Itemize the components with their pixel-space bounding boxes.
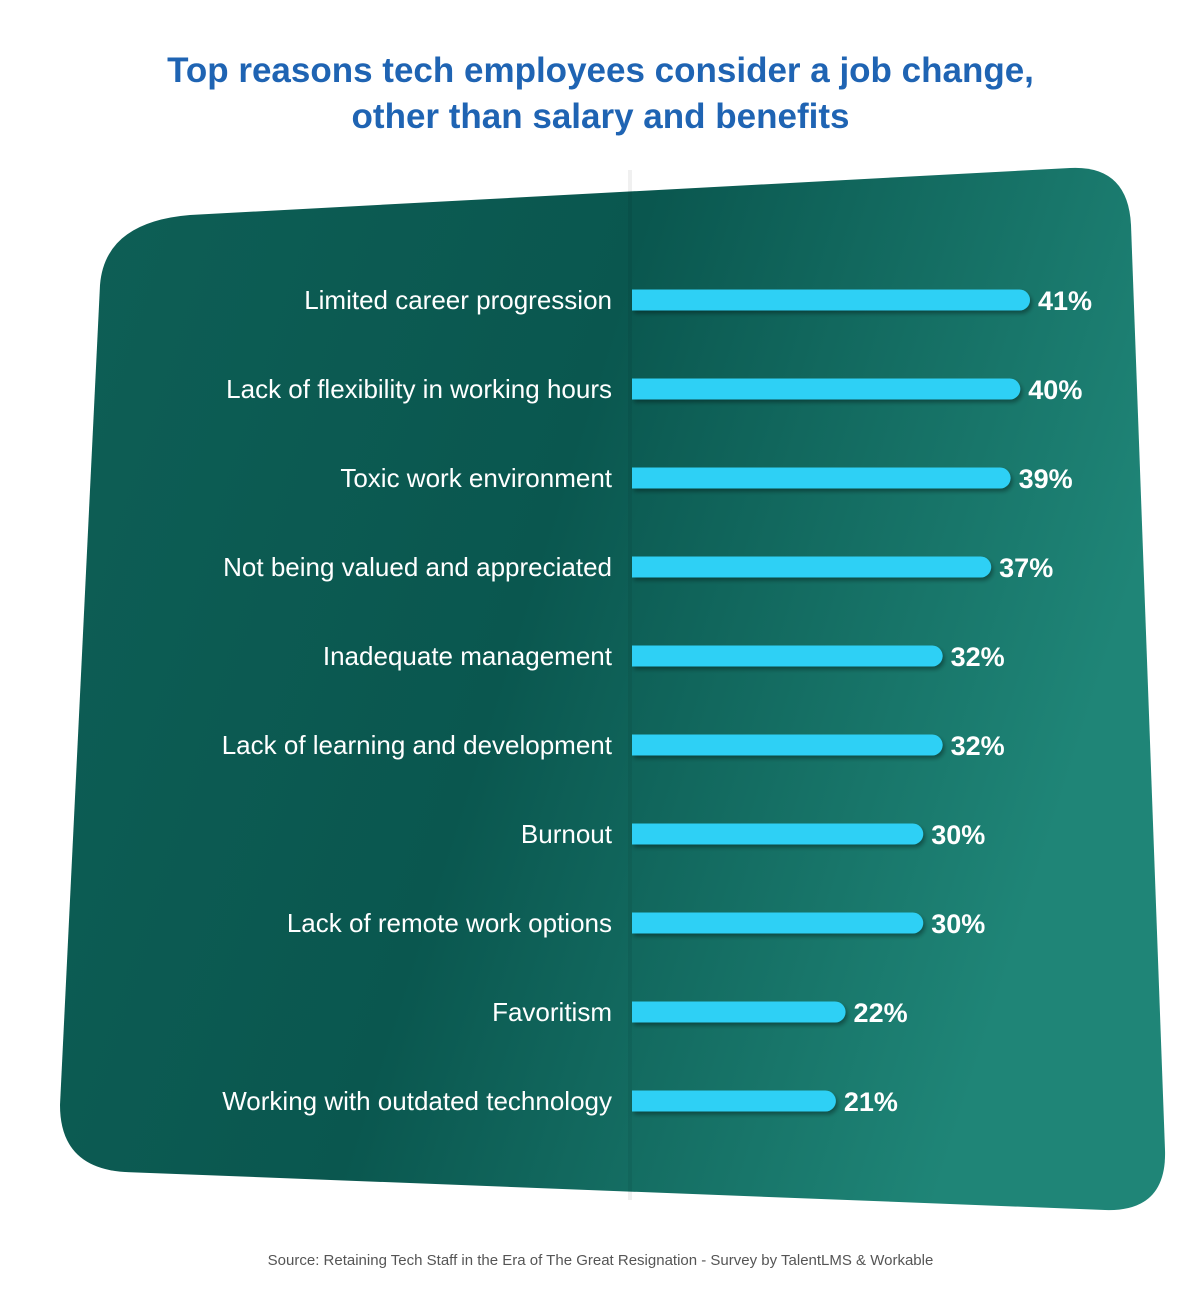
category-label: Burnout — [521, 819, 613, 849]
category-label: Not being valued and appreciated — [223, 552, 612, 582]
category-label: Favoritism — [492, 997, 612, 1027]
chart-title-line-2: other than salary and benefits — [351, 97, 850, 136]
axis-divider — [628, 170, 632, 1200]
category-label: Lack of flexibility in working hours — [226, 374, 612, 404]
value-label: 22% — [854, 998, 908, 1028]
bar — [632, 289, 1030, 311]
category-label: Toxic work environment — [340, 463, 612, 493]
bar — [632, 467, 1011, 489]
bar — [632, 556, 992, 578]
category-label: Inadequate management — [323, 641, 613, 671]
bar — [632, 912, 924, 934]
value-label: 32% — [951, 731, 1005, 761]
value-label: 32% — [951, 642, 1005, 672]
bar — [632, 645, 943, 667]
value-label: 21% — [844, 1087, 898, 1117]
bar — [632, 378, 1021, 400]
chart-title-line-1: Top reasons tech employees consider a jo… — [167, 51, 1034, 90]
value-label: 30% — [931, 820, 985, 850]
value-label: 30% — [931, 909, 985, 939]
bar — [632, 1001, 846, 1023]
value-label: 39% — [1019, 464, 1073, 494]
bar — [632, 1090, 836, 1112]
bar — [632, 734, 943, 756]
value-label: 37% — [999, 553, 1053, 583]
chart-title: Top reasons tech employees consider a jo… — [0, 48, 1201, 140]
value-label: 40% — [1028, 375, 1082, 405]
category-label: Lack of learning and development — [222, 730, 613, 760]
card-background — [60, 167, 1166, 1211]
category-label: Lack of remote work options — [287, 908, 612, 938]
bar — [632, 823, 924, 845]
source-note: Source: Retaining Tech Staff in the Era … — [267, 1252, 934, 1269]
value-label: 41% — [1038, 286, 1092, 316]
category-label: Working with outdated technology — [222, 1086, 612, 1116]
category-label: Limited career progression — [304, 285, 612, 315]
